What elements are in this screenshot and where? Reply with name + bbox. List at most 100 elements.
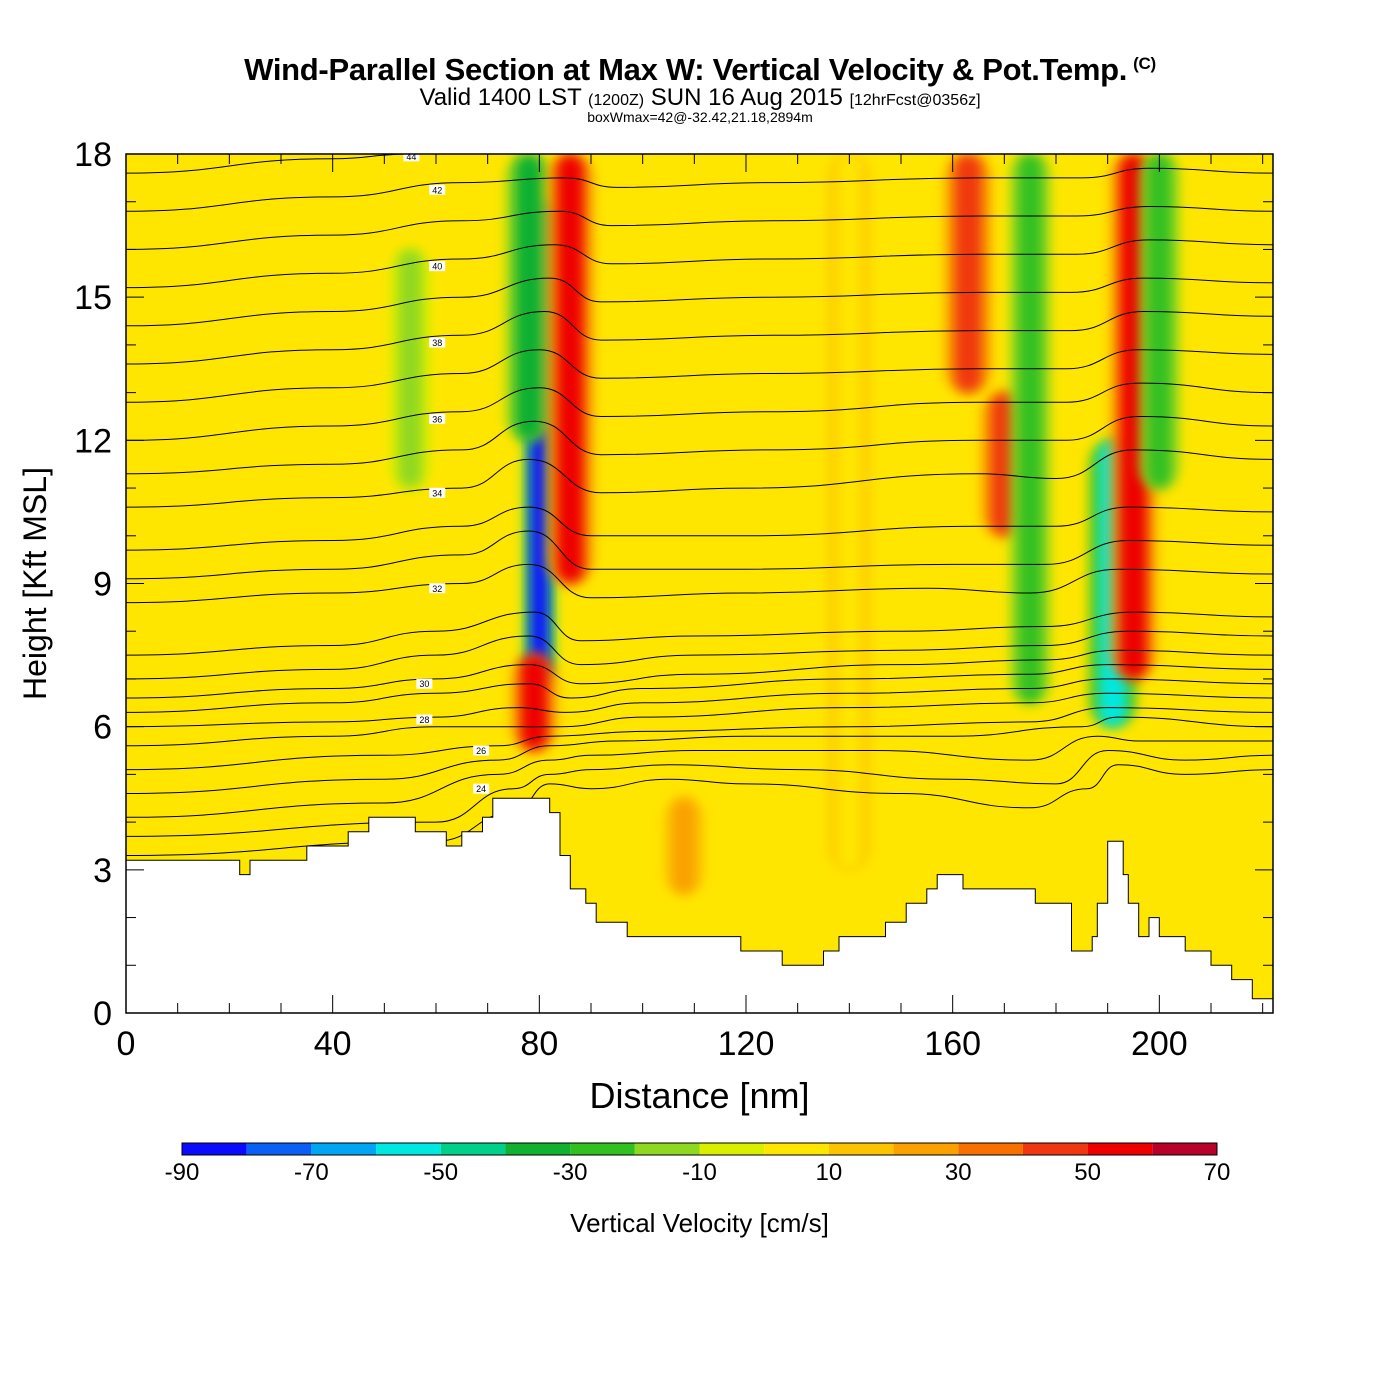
theta-contour-line (126, 415, 1273, 475)
chart-title: Wind-Parallel Section at Max W: Vertical… (244, 52, 1156, 87)
colorbar-swatch (505, 1143, 571, 1155)
theta-contour-label: 40 (432, 262, 442, 272)
theta-contour-line (126, 205, 1273, 250)
theta-contour-label: 26 (476, 746, 486, 756)
theta-contour-line (126, 749, 1273, 837)
theta-contour-line (126, 167, 1273, 212)
velocity-core (954, 154, 983, 393)
x-axis-label: Distance [nm] (589, 1075, 809, 1116)
theta-label-box (403, 154, 420, 162)
theta-contour-line (126, 664, 1273, 713)
colorbar-swatch (699, 1143, 765, 1155)
colorbar-tick-label: -10 (682, 1159, 717, 1186)
colorbar-swatch (246, 1143, 312, 1155)
velocity-core (1147, 154, 1172, 489)
theta-contour-line (126, 506, 1273, 551)
theta-contour-line (126, 630, 1273, 680)
theta-contour-line (126, 449, 1273, 508)
copyright-mark: (C) (1133, 53, 1156, 73)
theta-label-box (473, 745, 490, 756)
theta-contour-line (126, 735, 1273, 818)
colorbar-tick-label: 50 (1074, 1159, 1101, 1186)
colorbar-tick-label: -70 (294, 1159, 329, 1186)
colorbar-swatch (311, 1143, 377, 1155)
colorbar: -90 -70 -50 -30 -10 10 30 50 70 (165, 1142, 1231, 1186)
terrain-mask (126, 797, 1273, 1013)
x-tick-label: 80 (520, 1025, 558, 1063)
velocity-core (515, 154, 543, 441)
plot-area: 222426283032343638404244 (126, 152, 1273, 1013)
theta-label-box (429, 261, 446, 272)
colorbar-tick-label: 70 (1204, 1159, 1231, 1186)
theta-contour-line (126, 239, 1273, 289)
velocity-core (672, 798, 696, 894)
y-tick-label: 6 (93, 709, 112, 747)
theta-contour-line (126, 611, 1273, 656)
theta-label-box (473, 783, 490, 794)
colorbar-swatch (1022, 1143, 1088, 1155)
theta-contour-line (126, 530, 1273, 580)
theta-contours: 222426283032343638404244 (126, 152, 1273, 856)
y-tick-label: 9 (93, 566, 112, 604)
colorbar-swatch (634, 1143, 700, 1155)
x-tick-label: 120 (718, 1025, 775, 1063)
chart-subtitle: Valid 1400 LST (1200Z) SUN 16 Aug 2015 [… (419, 84, 981, 111)
theta-label-box (416, 678, 433, 689)
box-max-info: boxWmax=42@-32.42,21.18,2894m (587, 109, 813, 125)
colorbar-swatch (764, 1143, 829, 1155)
theta-contour-line (126, 649, 1273, 699)
y-tick-label: 0 (93, 995, 112, 1033)
x-tick-label: 40 (314, 1025, 352, 1063)
theta-contour-label: 36 (432, 414, 442, 424)
colorbar-label: Vertical Velocity [cm/s] (570, 1208, 829, 1238)
velocity-core (837, 154, 862, 870)
y-tick-label: 15 (74, 279, 112, 317)
colorbar-tick-label: 10 (816, 1159, 843, 1186)
theta-contour-line (126, 716, 1273, 794)
theta-contour-line (126, 349, 1273, 403)
theta-contour-line (126, 310, 1273, 365)
x-tick-label: 200 (1131, 1025, 1188, 1063)
theta-contour-line (126, 678, 1273, 728)
theta-contour-label: 32 (432, 584, 442, 594)
theta-contour-line (126, 692, 1273, 747)
x-tick-label: 160 (924, 1025, 981, 1063)
theta-contour-label: 24 (476, 784, 486, 794)
velocity-core (556, 154, 585, 584)
colorbar-swatch (376, 1143, 441, 1155)
theta-label-box (429, 583, 446, 594)
theta-contour-line (126, 277, 1273, 327)
colorbar-tick-label: 30 (945, 1159, 972, 1186)
x-tick-label: 0 (117, 1025, 136, 1063)
y-tick-label: 3 (93, 852, 112, 890)
y-tick-label: 18 (74, 136, 112, 174)
velocity-shading (389, 154, 1180, 894)
colorbar-tick-label: -90 (165, 1159, 200, 1186)
theta-label-box (429, 413, 446, 424)
theta-contour-label: 28 (419, 715, 429, 725)
colorbar-swatch (1152, 1143, 1217, 1155)
theta-label-box (429, 337, 446, 348)
colorbar-swatch (828, 1143, 894, 1155)
theta-label-box (429, 487, 446, 498)
velocity-core (398, 249, 423, 489)
theta-contour-line (126, 154, 411, 174)
theta-label-box (416, 714, 433, 725)
colorbar-tick-label: -50 (423, 1159, 458, 1186)
colorbar-swatch (893, 1143, 959, 1155)
velocity-core (1018, 154, 1043, 703)
colorbar-swatch (1087, 1143, 1153, 1155)
theta-contour-label: 30 (419, 679, 429, 689)
theta-contour-line (126, 707, 1273, 771)
y-tick-label: 12 (74, 422, 112, 460)
theta-contour-label: 34 (432, 488, 442, 498)
theta-contour-line (126, 563, 1273, 604)
colorbar-swatch (440, 1143, 506, 1155)
y-axis-label: Height [Kft MSL] (17, 467, 53, 700)
colorbar-swatch (182, 1143, 247, 1155)
theta-contour-label: 44 (406, 152, 416, 162)
colorbar-tick-label: -30 (553, 1159, 588, 1186)
colorbar-swatch (958, 1143, 1023, 1155)
theta-contour-label: 38 (432, 338, 442, 348)
